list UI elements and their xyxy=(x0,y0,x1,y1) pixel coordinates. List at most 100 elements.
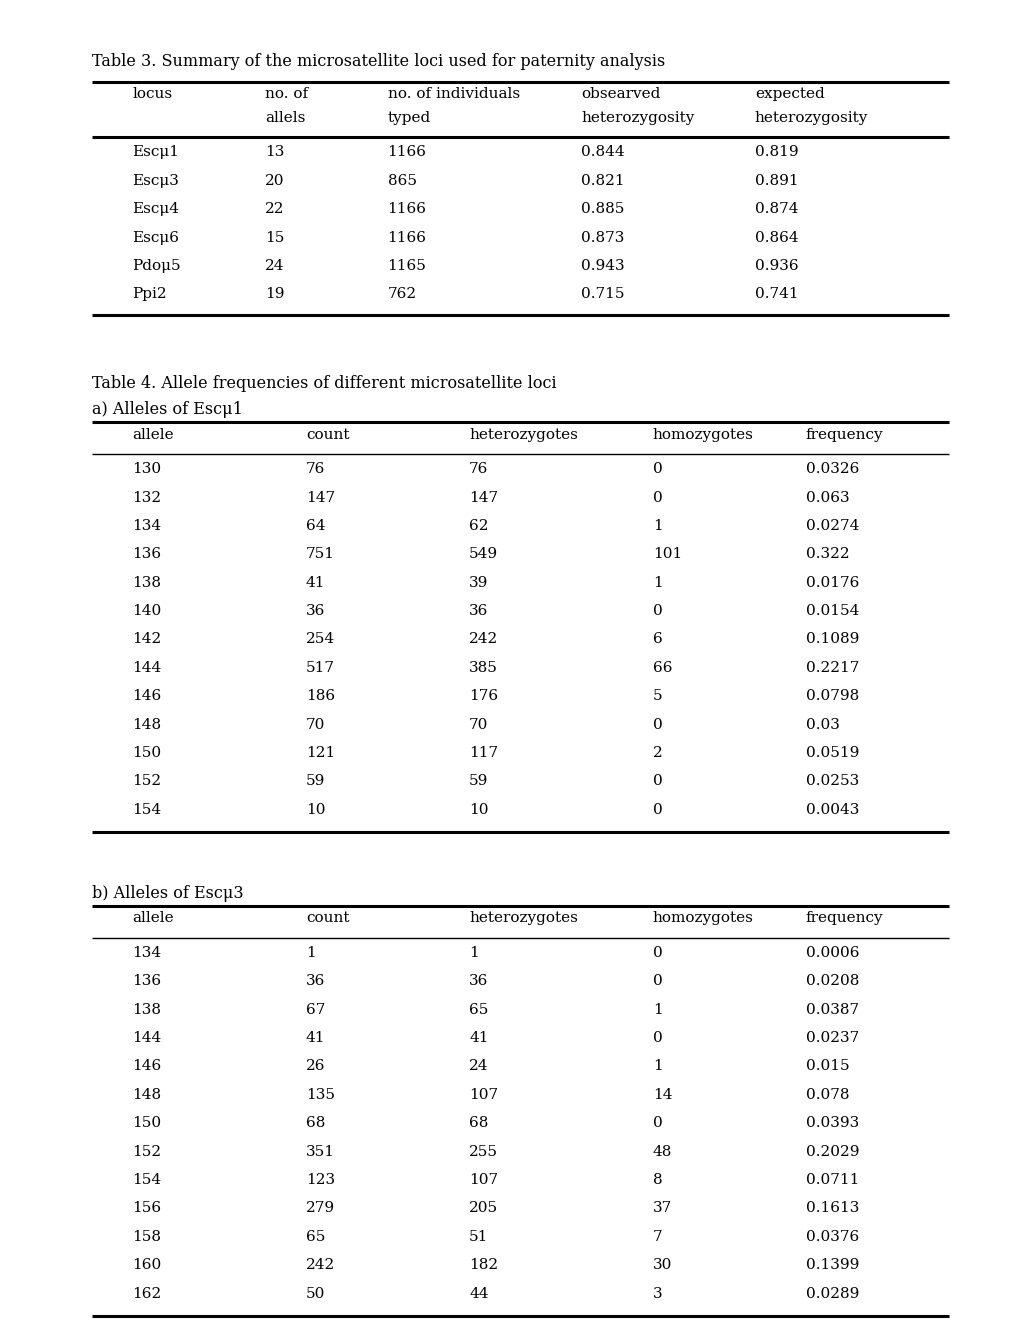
Text: 136: 136 xyxy=(132,548,162,561)
Text: Escμ4: Escμ4 xyxy=(132,202,179,216)
Text: 10: 10 xyxy=(306,803,325,817)
Text: no. of individuals: no. of individuals xyxy=(387,87,520,102)
Text: Pdoμ5: Pdoμ5 xyxy=(132,259,181,273)
Text: 107: 107 xyxy=(469,1088,498,1102)
Text: 0.0798: 0.0798 xyxy=(805,689,858,704)
Text: 36: 36 xyxy=(306,605,325,618)
Text: 134: 134 xyxy=(132,519,162,533)
Text: 0: 0 xyxy=(652,1031,662,1045)
Text: 144: 144 xyxy=(132,661,162,675)
Text: 1166: 1166 xyxy=(387,202,426,216)
Text: 147: 147 xyxy=(306,491,335,504)
Text: 0: 0 xyxy=(652,803,662,817)
Text: 0.0711: 0.0711 xyxy=(805,1173,858,1187)
Text: 254: 254 xyxy=(306,632,335,647)
Text: 1: 1 xyxy=(652,576,662,590)
Text: 0: 0 xyxy=(652,718,662,731)
Text: 134: 134 xyxy=(132,946,162,960)
Text: frequency: frequency xyxy=(805,428,882,442)
Text: frequency: frequency xyxy=(805,912,882,925)
Text: 30: 30 xyxy=(652,1258,672,1272)
Text: 70: 70 xyxy=(469,718,488,731)
Text: 0.0326: 0.0326 xyxy=(805,462,858,477)
Text: 1: 1 xyxy=(652,1060,662,1073)
Text: 0.0253: 0.0253 xyxy=(805,775,858,788)
Text: 762: 762 xyxy=(387,288,417,301)
Text: 0: 0 xyxy=(652,605,662,618)
Text: obsearved: obsearved xyxy=(581,87,660,102)
Text: 0: 0 xyxy=(652,974,662,989)
Text: 1: 1 xyxy=(652,1003,662,1016)
Text: 0.0289: 0.0289 xyxy=(805,1287,858,1300)
Text: 14: 14 xyxy=(652,1088,672,1102)
Text: 1: 1 xyxy=(469,946,479,960)
Text: 0.063: 0.063 xyxy=(805,491,849,504)
Text: 148: 148 xyxy=(132,1088,162,1102)
Text: 182: 182 xyxy=(469,1258,498,1272)
Text: 41: 41 xyxy=(306,1031,325,1045)
Text: 70: 70 xyxy=(306,718,325,731)
Text: 242: 242 xyxy=(469,632,498,647)
Text: 0: 0 xyxy=(652,946,662,960)
Text: 517: 517 xyxy=(306,661,334,675)
Text: 1: 1 xyxy=(306,946,316,960)
Text: 50: 50 xyxy=(306,1287,325,1300)
Text: 10: 10 xyxy=(469,803,488,817)
Text: 107: 107 xyxy=(469,1173,498,1187)
Text: 0.2217: 0.2217 xyxy=(805,661,858,675)
Text: 205: 205 xyxy=(469,1201,498,1216)
Text: 66: 66 xyxy=(652,661,672,675)
Text: 160: 160 xyxy=(132,1258,162,1272)
Text: 1165: 1165 xyxy=(387,259,426,273)
Text: 24: 24 xyxy=(469,1060,488,1073)
Text: 0.1613: 0.1613 xyxy=(805,1201,858,1216)
Text: locus: locus xyxy=(132,87,172,102)
Text: 6: 6 xyxy=(652,632,662,647)
Text: 8: 8 xyxy=(652,1173,661,1187)
Text: 150: 150 xyxy=(132,746,162,760)
Text: 44: 44 xyxy=(469,1287,488,1300)
Text: 123: 123 xyxy=(306,1173,335,1187)
Text: 51: 51 xyxy=(469,1230,488,1243)
Text: 146: 146 xyxy=(132,689,162,704)
Text: 62: 62 xyxy=(469,519,488,533)
Text: 0.741: 0.741 xyxy=(754,288,798,301)
Text: heterozygosity: heterozygosity xyxy=(581,111,694,125)
Text: 7: 7 xyxy=(652,1230,661,1243)
Text: 0.0376: 0.0376 xyxy=(805,1230,858,1243)
Text: count: count xyxy=(306,428,350,442)
Text: 0.943: 0.943 xyxy=(581,259,625,273)
Text: 41: 41 xyxy=(306,576,325,590)
Text: 130: 130 xyxy=(132,462,162,477)
Text: 76: 76 xyxy=(469,462,488,477)
Text: 0.0208: 0.0208 xyxy=(805,974,858,989)
Text: 0.844: 0.844 xyxy=(581,145,625,160)
Text: 0.1399: 0.1399 xyxy=(805,1258,858,1272)
Text: Table 4. Allele frequencies of different microsatellite loci: Table 4. Allele frequencies of different… xyxy=(92,375,556,392)
Text: 152: 152 xyxy=(132,775,162,788)
Text: 0.891: 0.891 xyxy=(754,174,798,187)
Text: 24: 24 xyxy=(265,259,284,273)
Text: expected: expected xyxy=(754,87,823,102)
Text: 138: 138 xyxy=(132,576,161,590)
Text: 0: 0 xyxy=(652,775,662,788)
Text: a) Alleles of Escμ1: a) Alleles of Escμ1 xyxy=(92,401,243,418)
Text: 0.322: 0.322 xyxy=(805,548,849,561)
Text: 68: 68 xyxy=(306,1117,325,1130)
Text: 0.819: 0.819 xyxy=(754,145,798,160)
Text: 279: 279 xyxy=(306,1201,335,1216)
Text: 0.0387: 0.0387 xyxy=(805,1003,858,1016)
Text: 148: 148 xyxy=(132,718,162,731)
Text: 242: 242 xyxy=(306,1258,335,1272)
Text: 41: 41 xyxy=(469,1031,488,1045)
Text: 0.0154: 0.0154 xyxy=(805,605,858,618)
Text: 0.078: 0.078 xyxy=(805,1088,849,1102)
Text: 135: 135 xyxy=(306,1088,334,1102)
Text: allele: allele xyxy=(132,912,174,925)
Text: 59: 59 xyxy=(469,775,488,788)
Text: 0: 0 xyxy=(652,1117,662,1130)
Text: heterozygotes: heterozygotes xyxy=(469,912,578,925)
Text: 2: 2 xyxy=(652,746,662,760)
Text: 0.0176: 0.0176 xyxy=(805,576,858,590)
Text: Ppi2: Ppi2 xyxy=(132,288,167,301)
